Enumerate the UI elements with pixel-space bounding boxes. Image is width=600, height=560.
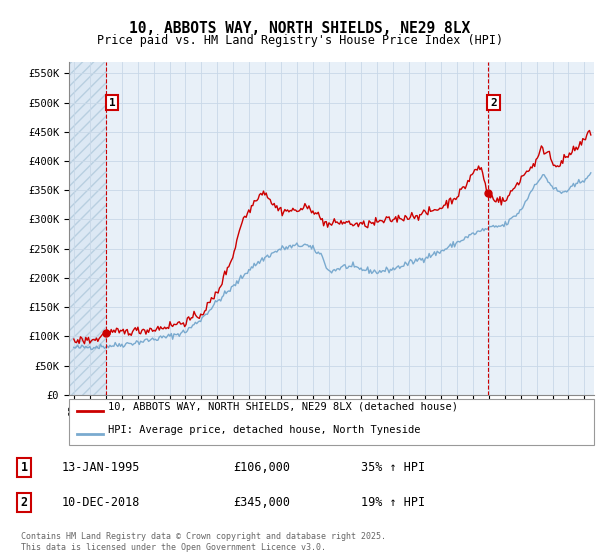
Text: £345,000: £345,000	[233, 496, 290, 509]
Text: 1: 1	[109, 97, 115, 108]
Bar	[69, 62, 106, 395]
Text: 35% ↑ HPI: 35% ↑ HPI	[361, 461, 425, 474]
Text: 10, ABBOTS WAY, NORTH SHIELDS, NE29 8LX: 10, ABBOTS WAY, NORTH SHIELDS, NE29 8LX	[130, 21, 470, 36]
Text: £106,000: £106,000	[233, 461, 290, 474]
Text: 10-DEC-2018: 10-DEC-2018	[61, 496, 140, 509]
Text: HPI: Average price, detached house, North Tyneside: HPI: Average price, detached house, Nort…	[109, 424, 421, 435]
FancyBboxPatch shape	[69, 399, 594, 445]
Text: 2: 2	[21, 496, 28, 509]
Text: 1: 1	[21, 461, 28, 474]
Text: Price paid vs. HM Land Registry's House Price Index (HPI): Price paid vs. HM Land Registry's House …	[97, 34, 503, 46]
Text: 13-JAN-1995: 13-JAN-1995	[61, 461, 140, 474]
Text: 10, ABBOTS WAY, NORTH SHIELDS, NE29 8LX (detached house): 10, ABBOTS WAY, NORTH SHIELDS, NE29 8LX …	[109, 402, 458, 412]
Text: Contains HM Land Registry data © Crown copyright and database right 2025.
This d: Contains HM Land Registry data © Crown c…	[21, 533, 386, 552]
Text: 2: 2	[490, 97, 497, 108]
Text: 19% ↑ HPI: 19% ↑ HPI	[361, 496, 425, 509]
